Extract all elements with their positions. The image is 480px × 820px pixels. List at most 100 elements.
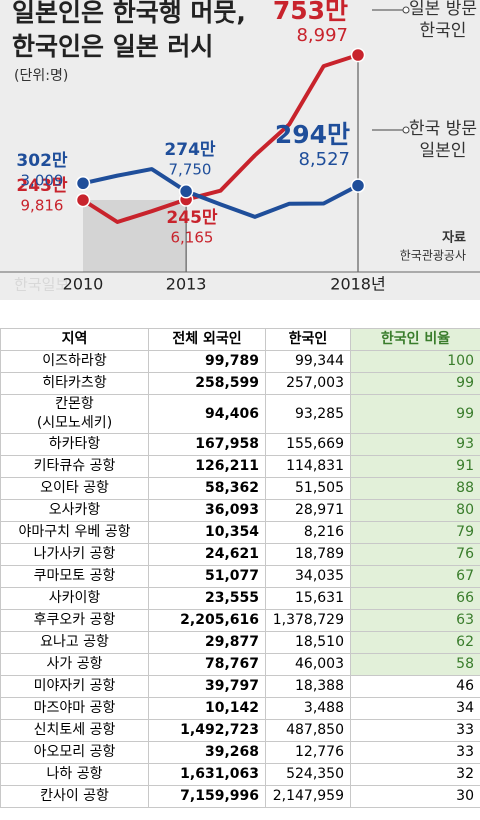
table-cell: 114,831 bbox=[265, 455, 351, 478]
table-cell: 79 bbox=[350, 521, 480, 544]
table-cell: 94,406 bbox=[148, 394, 266, 434]
table-cell: 51,077 bbox=[148, 565, 266, 588]
table-cell: 34,035 bbox=[265, 565, 351, 588]
table-row: 요나고 공항 29,877 18,510 62 bbox=[0, 631, 480, 654]
table-cell: 80 bbox=[350, 499, 480, 522]
table-cell: 신치토세 공항 bbox=[0, 719, 149, 742]
table-cell: 155,669 bbox=[265, 433, 351, 456]
chart-background bbox=[0, 0, 480, 300]
table-cell: 78,767 bbox=[148, 653, 266, 676]
watermark: 한국일보 bbox=[14, 276, 69, 294]
value-label: 753만 bbox=[273, 0, 348, 25]
table-row: 쿠마모토 공항 51,077 34,035 67 bbox=[0, 565, 480, 588]
table-cell: 10,142 bbox=[148, 697, 266, 720]
chart: 일본인은 한국행 머뭇, 한국인은 일본 러시 (단위:명) 자료 한국관광공사 … bbox=[0, 0, 480, 300]
column-header: 한국인 bbox=[265, 328, 351, 351]
value-label: 302만 bbox=[16, 151, 67, 171]
x-tick-label: 2010 bbox=[63, 275, 104, 294]
table-cell: 3,488 bbox=[265, 697, 351, 720]
table-cell: 마즈야마 공항 bbox=[0, 697, 149, 720]
table-cell: 39,797 bbox=[148, 675, 266, 698]
table-cell: 93 bbox=[350, 433, 480, 456]
table-cell: 46,003 bbox=[265, 653, 351, 676]
table-cell: 칸몬항 (시모노세키) bbox=[0, 394, 149, 434]
table-cell: 23,555 bbox=[148, 587, 266, 610]
table-cell: 258,599 bbox=[148, 372, 266, 395]
table-cell: 18,789 bbox=[265, 543, 351, 566]
table-cell: 하카타항 bbox=[0, 433, 149, 456]
table-row: 나가사키 공항 24,621 18,789 76 bbox=[0, 543, 480, 566]
table-row: 하카타항 167,958 155,669 93 bbox=[0, 433, 480, 456]
value-label: 294만 bbox=[275, 120, 350, 149]
table-cell: 1,378,729 bbox=[265, 609, 351, 632]
table-cell: 미야자키 공항 bbox=[0, 675, 149, 698]
table-cell: 99,344 bbox=[265, 350, 351, 373]
table-cell: 2,147,959 bbox=[265, 785, 351, 808]
table-cell: 36,093 bbox=[148, 499, 266, 522]
table-cell: 10,354 bbox=[148, 521, 266, 544]
table-cell: 63 bbox=[350, 609, 480, 632]
table-cell: 쿠마모토 공항 bbox=[0, 565, 149, 588]
table-cell: 99 bbox=[350, 394, 480, 434]
table-cell: 히타카츠항 bbox=[0, 372, 149, 395]
table-cell: 33 bbox=[350, 719, 480, 742]
table-row: 사카이항 23,555 15,631 66 bbox=[0, 587, 480, 610]
table-cell: 24,621 bbox=[148, 543, 266, 566]
table-cell: 33 bbox=[350, 741, 480, 764]
table-cell: 524,350 bbox=[265, 763, 351, 786]
legend-dot bbox=[402, 126, 410, 134]
legend-label: 한국 방문 일본인 bbox=[409, 119, 477, 161]
table-cell: 사카이항 bbox=[0, 587, 149, 610]
table-cell: 30 bbox=[350, 785, 480, 808]
table-cell: 257,003 bbox=[265, 372, 351, 395]
chart-title: 일본인은 한국행 머뭇, 한국인은 일본 러시 bbox=[12, 0, 246, 61]
data-point bbox=[350, 47, 366, 63]
table-row: 후쿠오카 공항 2,205,616 1,378,729 63 bbox=[0, 609, 480, 632]
data-point bbox=[178, 184, 194, 199]
table-cell: 167,958 bbox=[148, 433, 266, 456]
secondary-label: 3,009 bbox=[21, 172, 64, 190]
table-row: 아오모리 공항 39,268 12,776 33 bbox=[0, 741, 480, 764]
x-tick-label: 2018년 bbox=[330, 275, 385, 294]
table-row: 오사카항 36,093 28,971 80 bbox=[0, 499, 480, 522]
x-tick-label: 2013 bbox=[166, 275, 207, 294]
series-line bbox=[81, 53, 359, 224]
table-cell: 100 bbox=[350, 350, 480, 373]
header-row: 지역 전체 외국인 한국인 한국인 비율 bbox=[0, 328, 480, 351]
table-cell: 126,211 bbox=[148, 455, 266, 478]
table-cell: 76 bbox=[350, 543, 480, 566]
table-row: 칸몬항 (시모노세키) 94,406 93,285 99 bbox=[0, 394, 480, 434]
table-cell: 15,631 bbox=[265, 587, 351, 610]
table-cell: 후쿠오카 공항 bbox=[0, 609, 149, 632]
table-row: 이즈하라항 99,789 99,344 100 bbox=[0, 350, 480, 373]
legend-entry: 한국 방문 일본인 bbox=[409, 119, 477, 161]
table-cell: 46 bbox=[350, 675, 480, 698]
table-cell: 2,205,616 bbox=[148, 609, 266, 632]
table-cell: 1,492,723 bbox=[148, 719, 266, 742]
data-point bbox=[350, 178, 366, 193]
table-cell: 99 bbox=[350, 372, 480, 395]
table-cell: 51,505 bbox=[265, 477, 351, 500]
column-header: 한국인 비율 bbox=[350, 328, 480, 351]
legend-label: 일본 방문 한국인 bbox=[409, 0, 477, 41]
table-cell: 29,877 bbox=[148, 631, 266, 654]
data-point bbox=[75, 176, 91, 191]
table-cell: 오사카항 bbox=[0, 499, 149, 522]
table-cell: 28,971 bbox=[265, 499, 351, 522]
value-label: 245만 bbox=[166, 208, 217, 228]
column-header: 전체 외국인 bbox=[148, 328, 266, 351]
table-cell: 93,285 bbox=[265, 394, 351, 434]
table-cell: 야마구치 우베 공항 bbox=[0, 521, 149, 544]
table-cell: 34 bbox=[350, 697, 480, 720]
table-cell: 8,216 bbox=[265, 521, 351, 544]
table-cell: 칸사이 공항 bbox=[0, 785, 149, 808]
table-cell: 58,362 bbox=[148, 477, 266, 500]
legend-dot bbox=[402, 6, 410, 14]
table-cell: 오이타 공항 bbox=[0, 477, 149, 500]
table-cell: 7,159,996 bbox=[148, 785, 266, 808]
table-cell: 키타큐슈 공항 bbox=[0, 455, 149, 478]
table-cell: 58 bbox=[350, 653, 480, 676]
source: 한국관광공사 bbox=[400, 249, 466, 263]
table-row: 나하 공항 1,631,063 524,350 32 bbox=[0, 763, 480, 786]
